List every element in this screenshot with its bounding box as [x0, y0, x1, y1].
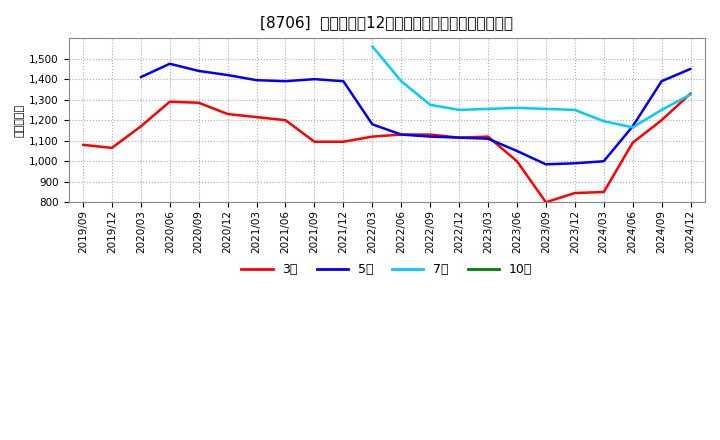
Title: [8706]  当期純利益12か月移動合計の標準偏差の推移: [8706] 当期純利益12か月移動合計の標準偏差の推移: [260, 15, 513, 30]
Legend: 3年, 5年, 7年, 10年: 3年, 5年, 7年, 10年: [236, 258, 537, 282]
Y-axis label: （百万円）: （百万円）: [15, 104, 25, 137]
